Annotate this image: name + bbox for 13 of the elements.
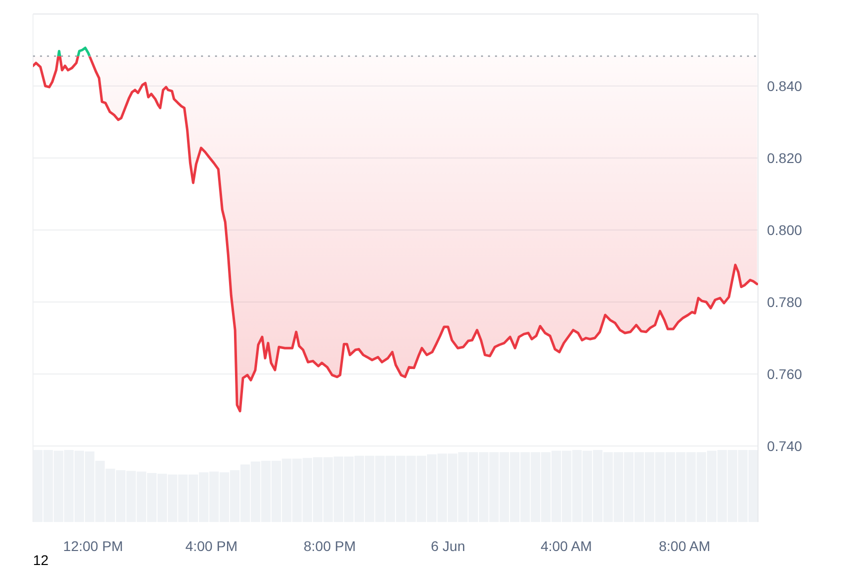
x-tick-label: 4:00 PM — [185, 538, 238, 554]
x-tick-label: 8:00 AM — [658, 538, 710, 554]
y-tick-label: 0.800 — [767, 222, 802, 238]
text: 12 — [33, 552, 49, 567]
y-tick-label: 0.840 — [767, 78, 802, 94]
y-tick-label: 0.760 — [767, 366, 802, 382]
x-tick-label: 12:00 PM — [63, 538, 124, 554]
x-tick-label: 8:00 PM — [304, 538, 356, 554]
x-tick-label: 4:00 AM — [540, 538, 592, 554]
y-tick-label: 0.740 — [767, 438, 802, 454]
y-tick-label: 0.780 — [767, 294, 802, 310]
x-tick-label: 6 Jun — [430, 538, 466, 554]
y-tick-label: 0.820 — [767, 150, 802, 166]
